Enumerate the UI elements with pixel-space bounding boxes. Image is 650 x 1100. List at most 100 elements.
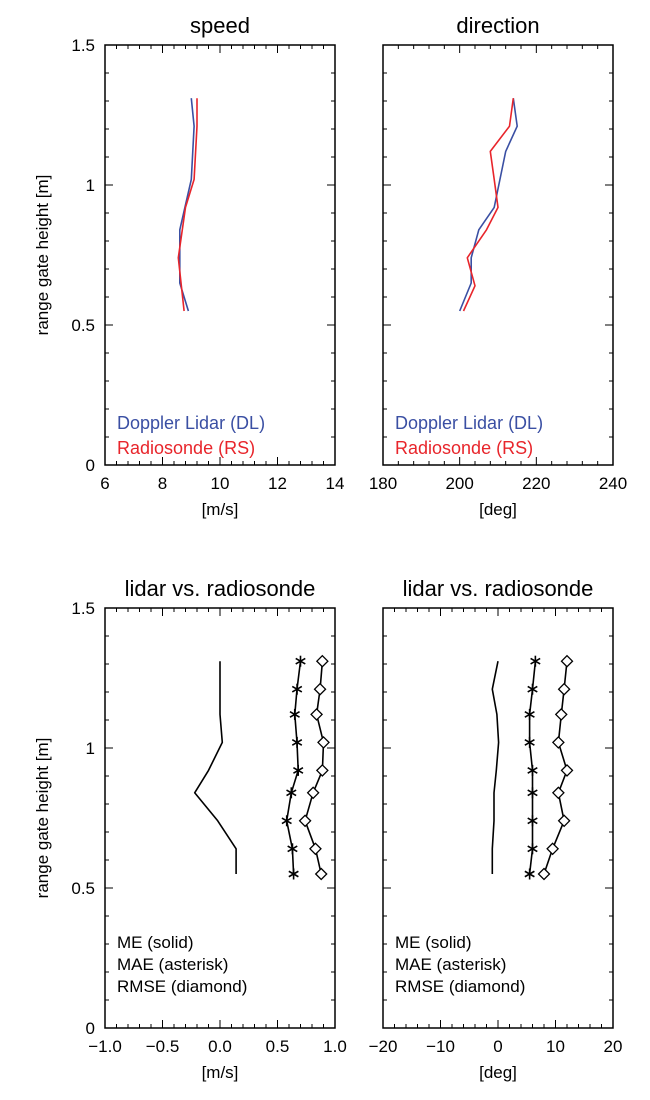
data-point-diamond	[546, 842, 560, 856]
y-tick-label: 1.5	[71, 599, 95, 618]
asterisk-stroke	[527, 845, 538, 853]
data-point-asterisk	[527, 815, 538, 827]
y-axis-label: range gate height [m]	[33, 738, 52, 899]
legend-entry: ME (solid)	[395, 933, 472, 952]
chart-panel-2: direction 180 200 220 240 [deg] Doppler Lidar …	[369, 13, 627, 519]
data-point-asterisk	[293, 764, 304, 776]
x-tick-label: 14	[326, 474, 345, 493]
y-tick-label: 1	[86, 739, 95, 758]
x-tick-label: −20	[369, 1037, 398, 1056]
series-line-2	[462, 98, 515, 312]
asterisk-stroke	[527, 789, 538, 797]
legend-entry: Doppler Lidar (DL)	[395, 413, 543, 433]
chart-title: lidar vs. radiosonde	[125, 576, 316, 601]
data-point-diamond	[537, 867, 551, 881]
x-tick-label: 10	[546, 1037, 565, 1056]
asterisk-stroke	[291, 738, 303, 746]
data-point-asterisk	[527, 843, 538, 855]
x-tick-label: 8	[158, 474, 167, 493]
data-point-diamond	[298, 814, 312, 828]
series-line-1	[193, 661, 237, 874]
y-tick-label: 1	[86, 176, 95, 195]
chart-title: direction	[456, 13, 539, 38]
series-line-1	[491, 661, 500, 874]
chart-panel-4: lidar vs. radiosonde −20 −10 0 10 20 [deg] ME (…	[369, 576, 623, 1082]
asterisk-stroke	[530, 657, 541, 665]
asterisk-stroke	[524, 710, 535, 718]
y-tick-label: 0	[86, 456, 95, 475]
legend-entry: MAE (asterisk)	[395, 955, 506, 974]
x-tick-label: −1.0	[88, 1037, 122, 1056]
data-point-diamond	[557, 682, 571, 696]
data-point-asterisk	[527, 683, 538, 695]
asterisk-stroke	[527, 685, 538, 693]
x-axis-label: [m/s]	[202, 500, 239, 519]
data-point-asterisk	[286, 787, 297, 799]
y-tick-label: 0	[86, 1019, 95, 1038]
data-point-asterisk	[281, 815, 292, 827]
data-point-diamond	[306, 786, 320, 800]
data-point-diamond	[560, 654, 574, 668]
asterisk-stroke	[288, 870, 299, 878]
data-point-diamond	[551, 786, 565, 800]
legend-entry: Radiosonde (RS)	[117, 438, 255, 458]
data-point-asterisk	[527, 764, 538, 776]
asterisk-stroke	[527, 817, 538, 825]
legend-entry: ME (solid)	[117, 933, 194, 952]
x-tick-label: 1.0	[323, 1037, 347, 1056]
asterisk-stroke	[291, 685, 303, 693]
x-tick-label: 12	[268, 474, 287, 493]
x-axis-label: [m/s]	[202, 1063, 239, 1082]
y-tick-label: 0.5	[71, 316, 95, 335]
data-point-asterisk	[530, 655, 541, 667]
data-point-asterisk	[524, 868, 535, 880]
y-axis-label: range gate height [m]	[33, 175, 52, 336]
x-tick-label: 6	[100, 474, 109, 493]
y-tick-label: 0.5	[71, 879, 95, 898]
data-point-diamond	[554, 707, 568, 721]
asterisk-stroke	[524, 738, 535, 746]
x-tick-label: 240	[599, 474, 627, 493]
data-point-asterisk	[287, 843, 298, 855]
series-line-1	[458, 98, 519, 312]
data-point-diamond	[557, 814, 571, 828]
x-tick-label: 0	[493, 1037, 502, 1056]
data-point-asterisk	[289, 708, 300, 720]
asterisk-stroke	[295, 657, 306, 665]
chart-panel-3: lidar vs. radiosonde −1.0 −0.5 0.0 0.5 1.0 0 0.…	[33, 576, 347, 1082]
y-tick-label: 1.5	[71, 36, 95, 55]
x-tick-label: 20	[604, 1037, 623, 1056]
asterisk-stroke	[286, 789, 297, 797]
x-tick-label: 0.0	[208, 1037, 232, 1056]
data-point-diamond	[309, 842, 322, 856]
chart-title: lidar vs. radiosonde	[403, 576, 594, 601]
legend-entry: RMSE (diamond)	[117, 977, 247, 996]
data-point-diamond	[560, 763, 574, 777]
plot-frame	[104, 44, 336, 466]
data-point-asterisk	[524, 708, 535, 720]
data-point-asterisk	[291, 736, 303, 748]
data-point-asterisk	[288, 868, 299, 880]
data-point-diamond	[315, 654, 329, 668]
data-point-diamond	[314, 867, 328, 881]
x-tick-label: −10	[426, 1037, 455, 1056]
asterisk-stroke	[289, 710, 300, 718]
data-point-diamond	[313, 682, 327, 696]
asterisk-stroke	[281, 817, 292, 825]
data-point-diamond	[315, 763, 329, 777]
x-tick-label: 180	[369, 474, 397, 493]
x-tick-label: 10	[211, 474, 230, 493]
x-axis-label: [deg]	[479, 1063, 517, 1082]
plot-frame	[382, 44, 614, 466]
data-point-diamond	[551, 735, 565, 749]
data-point-diamond	[310, 707, 324, 721]
asterisk-stroke	[524, 870, 535, 878]
series-line-2	[177, 98, 198, 312]
x-tick-label: 220	[522, 474, 550, 493]
legend-entry: RMSE (diamond)	[395, 977, 525, 996]
x-axis-label: [deg]	[479, 500, 517, 519]
data-point-asterisk	[291, 683, 303, 695]
x-tick-label: 200	[445, 474, 473, 493]
asterisk-stroke	[293, 766, 304, 774]
